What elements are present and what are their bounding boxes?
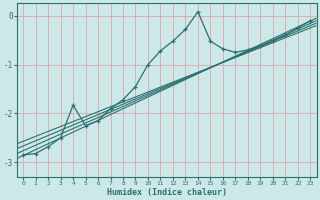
X-axis label: Humidex (Indice chaleur): Humidex (Indice chaleur)	[107, 188, 227, 197]
